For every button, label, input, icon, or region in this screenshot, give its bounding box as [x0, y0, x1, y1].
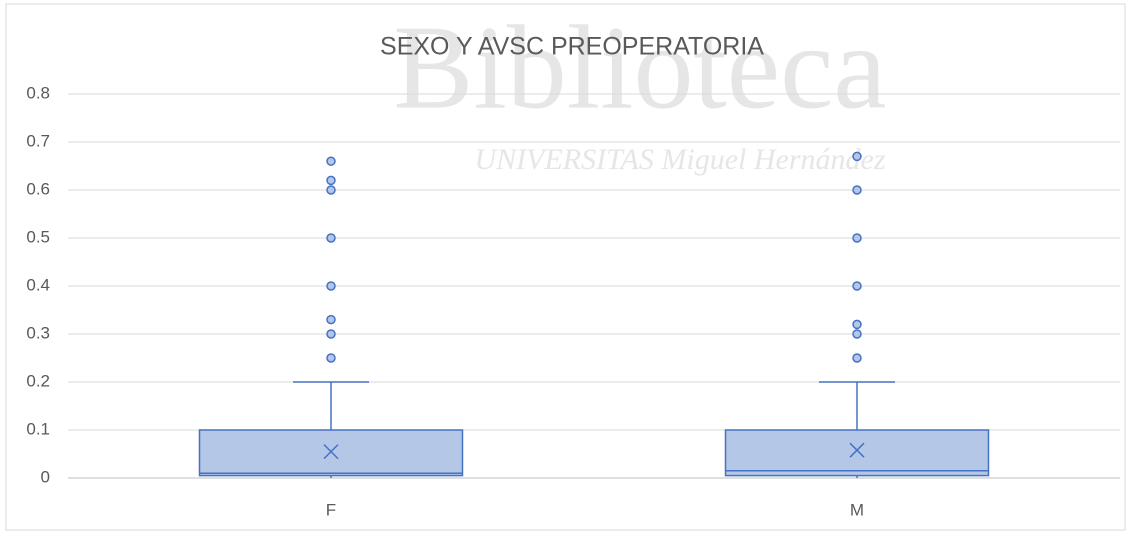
outlier: [852, 233, 862, 243]
outlier: [326, 314, 336, 325]
y-tick-label: 0.5: [26, 227, 50, 246]
y-tick-label: 0.4: [26, 275, 50, 294]
y-tick-label: 0.1: [26, 419, 50, 438]
box: [198, 429, 464, 477]
y-tick-label: 0.6: [26, 179, 50, 198]
x-tick-label: F: [326, 500, 336, 519]
outlier: [326, 156, 336, 166]
outlier: [326, 329, 336, 339]
outlier: [326, 281, 336, 291]
outlier: [852, 329, 862, 339]
x-tick-label: M: [850, 500, 864, 519]
y-tick-label: 0.3: [26, 323, 50, 342]
outlier: [326, 233, 336, 243]
outlier: [852, 319, 862, 330]
outlier: [852, 185, 862, 195]
chart-title: SEXO Y AVSC PREOPERATORIA: [380, 33, 764, 61]
y-tick-label: 0.7: [26, 131, 50, 150]
box: [724, 429, 990, 477]
watermark: Biblioteca: [393, 1, 886, 134]
outlier: [326, 175, 336, 186]
y-tick-label: 0: [41, 467, 50, 486]
outlier: [326, 353, 336, 363]
mean-marker: [849, 442, 865, 458]
outlier: [852, 281, 862, 291]
outlier: [852, 151, 862, 162]
outlier: [852, 353, 862, 363]
y-tick-label: 0.2: [26, 371, 50, 390]
mean-marker: [323, 444, 339, 460]
chart-border: [5, 3, 1126, 531]
watermark: UNIVERSITAS Miguel Hernández: [474, 143, 885, 176]
outlier: [326, 185, 336, 195]
y-tick-label: 0.8: [26, 83, 50, 102]
